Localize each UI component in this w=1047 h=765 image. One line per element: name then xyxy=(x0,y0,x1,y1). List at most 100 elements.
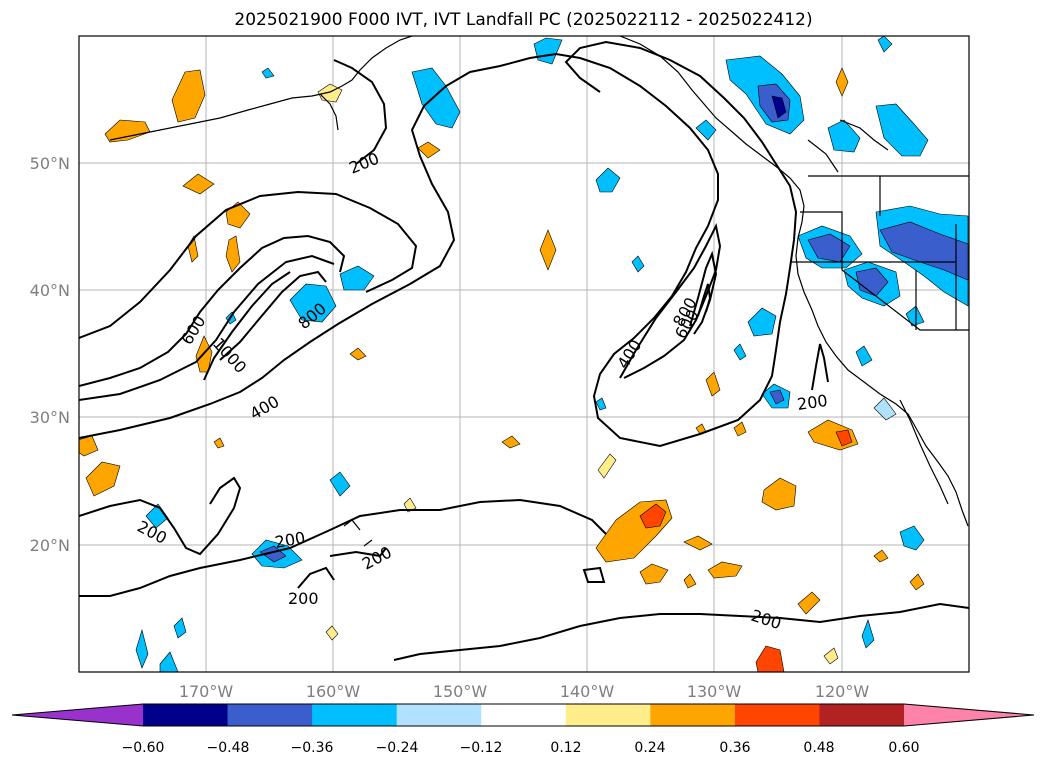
pc-patch-positive xyxy=(225,235,241,273)
ivt-contour-200-main xyxy=(79,40,798,448)
pc-patch-negative xyxy=(877,36,893,53)
map-area: 200 200 200 200 200 200 200 400 400 600 … xyxy=(78,35,970,673)
pc-patch-negative xyxy=(747,307,777,337)
lon-tick: 130°W xyxy=(687,682,742,701)
lat-tick: 50°N xyxy=(30,154,70,173)
lat-tick-labels: 50°N 40°N 30°N 20°N xyxy=(30,154,70,555)
colorbar-segment xyxy=(565,704,651,726)
coastlines xyxy=(109,36,969,547)
lon-tick: 140°W xyxy=(560,682,615,701)
pc-patch-negative xyxy=(875,103,929,157)
pc-patch-positive-core xyxy=(639,503,667,529)
colorbar-tick: −0.24 xyxy=(376,740,419,756)
colorbar-tick: 0.24 xyxy=(634,740,665,756)
pc-patch-positive xyxy=(683,535,713,551)
pc-patch-negative-core xyxy=(879,221,969,281)
ivt-contour-800 xyxy=(219,270,327,361)
contour-label: 200 xyxy=(288,589,319,608)
lat-tick: 20°N xyxy=(30,536,70,555)
probability-fill xyxy=(79,36,969,672)
pc-patch-positive xyxy=(707,561,743,579)
pc-patch-negative xyxy=(261,67,275,79)
map-title: 2025021900 F000 IVT, IVT Landfall PC (20… xyxy=(234,10,813,30)
ivt-contour-800-east xyxy=(697,283,712,317)
pc-patch-negative-core xyxy=(807,233,851,263)
colorbar-extend-max xyxy=(904,704,1034,726)
pc-patch-positive xyxy=(755,645,785,672)
ivt-contours xyxy=(79,40,969,661)
pc-patch-positive xyxy=(761,477,797,511)
pc-patch-positive-core xyxy=(835,429,853,447)
colorbar-tick: 0.48 xyxy=(803,740,834,756)
lon-tick: 120°W xyxy=(815,682,870,701)
colorbar-segment xyxy=(481,704,567,726)
colorbar-tick: 0.12 xyxy=(550,740,581,756)
lon-tick-labels: 170°W 160°W 150°W 140°W 130°W 120°W xyxy=(179,682,870,701)
pc-patch-negative xyxy=(135,628,149,669)
pc-patch-negative xyxy=(329,471,351,497)
pc-patch-negative xyxy=(339,265,375,291)
ivt-contour-600 xyxy=(79,254,335,401)
pc-patch-negative xyxy=(631,255,645,273)
pc-patch-positive xyxy=(539,229,557,271)
colorbar-tick: −0.48 xyxy=(207,740,250,756)
pc-patch-positive xyxy=(823,647,839,665)
lon-tick: 160°W xyxy=(306,682,361,701)
pc-patch-negative xyxy=(873,397,897,421)
pc-patch-positive xyxy=(683,573,697,589)
pc-patch-positive xyxy=(182,173,215,195)
colorbar-tick: −0.36 xyxy=(291,740,334,756)
ivt-contour-200-small xyxy=(297,566,335,589)
pc-patch-positive xyxy=(85,461,121,497)
pc-patch-positive xyxy=(797,591,821,615)
pc-patch-negative xyxy=(595,397,607,411)
pc-patch-negative-core xyxy=(769,389,785,405)
colorbar-segment xyxy=(312,704,398,726)
ivt-contour-400 xyxy=(79,234,346,387)
pc-patch-positive xyxy=(171,69,206,123)
colorbar-segments xyxy=(11,703,1035,727)
contour-label: 200 xyxy=(796,391,829,414)
colorbar-segment xyxy=(819,704,905,726)
colorbar-segment xyxy=(734,704,820,726)
lat-tick: 40°N xyxy=(30,281,70,300)
pc-patch-positive xyxy=(873,549,889,563)
lat-tick: 30°N xyxy=(30,408,70,427)
pc-patch-positive xyxy=(597,453,617,479)
colorbar: −0.60 −0.48 −0.36 −0.24 −0.12 0.12 0.24 … xyxy=(11,703,1035,756)
pc-patch-positive xyxy=(705,371,721,397)
map-frame xyxy=(78,35,970,673)
pc-patch-negative xyxy=(159,651,179,672)
ivt-contour-600-east xyxy=(689,250,718,335)
pc-patch-positive xyxy=(835,67,849,97)
colorbar-tick-labels: −0.60 −0.48 −0.36 −0.24 −0.12 0.12 0.24 … xyxy=(122,740,920,756)
pc-patch-negative xyxy=(827,119,861,153)
pc-patch-negative xyxy=(289,283,337,323)
ivt-contour-200-north xyxy=(333,59,388,165)
pc-patch-negative-max xyxy=(771,95,787,119)
pc-patch-negative xyxy=(173,617,187,639)
ivt-contour-200-mid xyxy=(329,547,387,558)
pc-patch-negative xyxy=(595,167,621,193)
ivt-contour-200-upper xyxy=(79,190,418,339)
pc-patch-positive xyxy=(733,421,747,437)
colorbar-extend-min xyxy=(12,704,143,726)
colorbar-tick: −0.60 xyxy=(122,740,165,756)
pc-patch-negative xyxy=(855,345,873,367)
pc-patch-positive xyxy=(909,573,925,591)
pc-patch-negative xyxy=(695,119,717,141)
ivt-contour-200-pocket xyxy=(582,566,606,583)
lon-tick: 150°W xyxy=(433,682,488,701)
pc-patch-positive xyxy=(325,625,339,641)
ivt-contour-400-east xyxy=(619,222,722,379)
pc-patch-positive xyxy=(349,347,367,361)
colorbar-segment xyxy=(396,704,482,726)
colorbar-tick: 0.36 xyxy=(719,740,750,756)
colorbar-tick: −0.12 xyxy=(460,740,503,756)
pc-patch-negative-core xyxy=(855,267,889,297)
ivt-contour-1000 xyxy=(203,271,291,381)
ivt-contour-200-south xyxy=(393,602,969,661)
ivt-contour-200-east xyxy=(811,343,829,391)
pc-patch-negative-core xyxy=(259,545,287,563)
